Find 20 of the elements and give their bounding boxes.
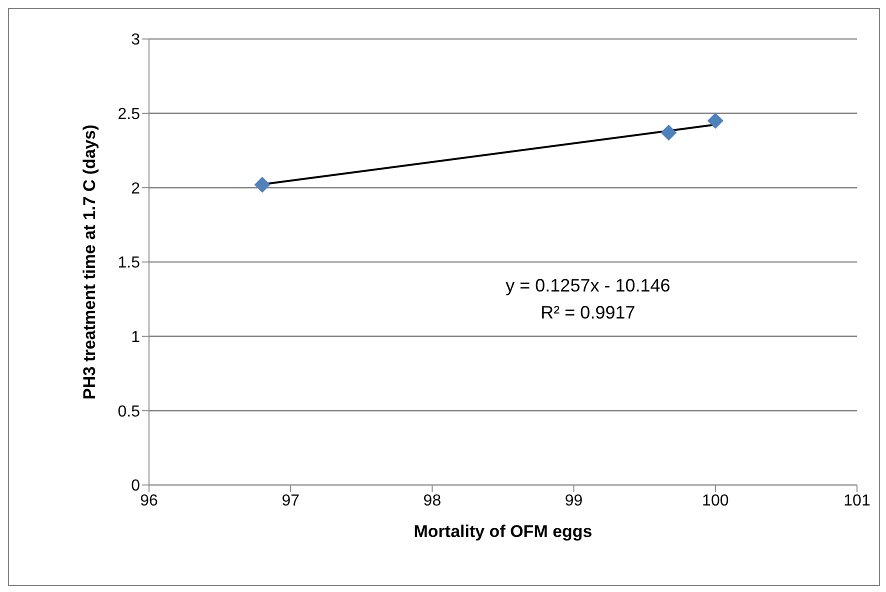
y-tick-label: 0.5 bbox=[118, 403, 140, 420]
x-tick-label: 96 bbox=[140, 492, 158, 510]
point bbox=[707, 112, 724, 129]
x-axis-title: Mortality of OFM eggs bbox=[414, 522, 592, 541]
y-tick-label: 0 bbox=[131, 478, 140, 495]
y-tick-label: 1.5 bbox=[118, 254, 140, 272]
annotation: R² = 0.9917 bbox=[540, 302, 636, 323]
x-tick-label: 101 bbox=[844, 492, 870, 510]
y-tick-label: 3 bbox=[131, 32, 140, 49]
y-axis-title: PH3 treatment time at 1.7 C (days) bbox=[80, 124, 100, 400]
point bbox=[660, 124, 677, 141]
x-tick-label: 100 bbox=[702, 492, 729, 510]
x-tick-label: 99 bbox=[564, 492, 583, 510]
x-tick-label: 97 bbox=[282, 492, 300, 510]
point bbox=[254, 176, 270, 193]
x-tick-label: 98 bbox=[423, 492, 442, 510]
y-tick-label: 2.5 bbox=[118, 106, 140, 124]
y-tick-label: 2 bbox=[131, 180, 140, 198]
y-tick-label: 1 bbox=[131, 329, 140, 346]
annotation: y = 0.1257x - 10.146 bbox=[506, 276, 670, 296]
